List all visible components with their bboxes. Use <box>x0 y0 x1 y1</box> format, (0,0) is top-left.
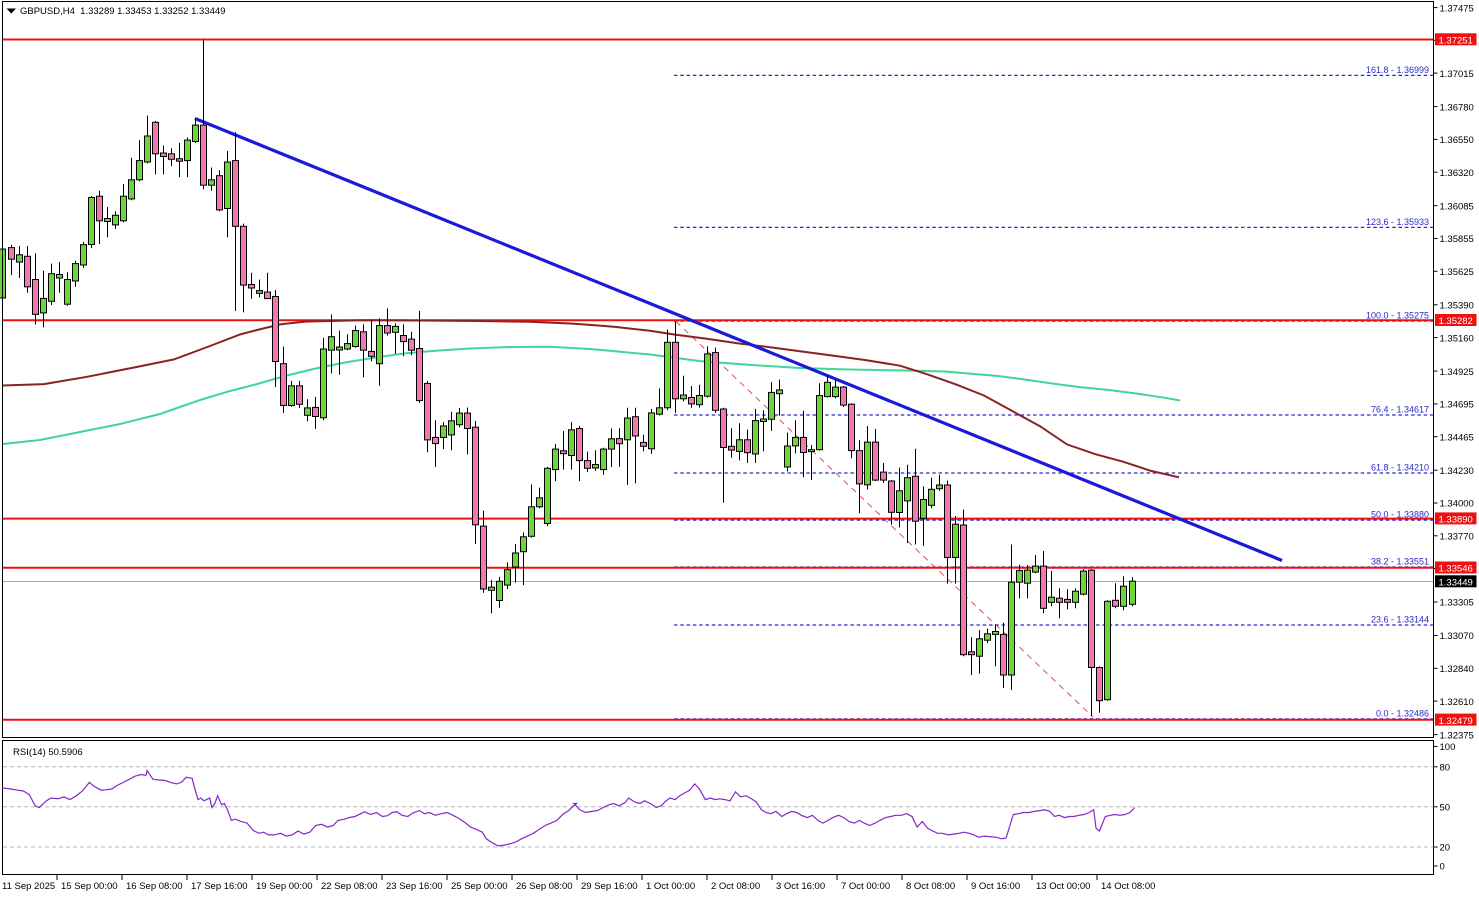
svg-text:13 Oct 00:00: 13 Oct 00:00 <box>1036 881 1090 892</box>
svg-text:8 Oct 08:00: 8 Oct 08:00 <box>906 881 955 892</box>
svg-text:76.4 - 1.34617: 76.4 - 1.34617 <box>1371 405 1429 415</box>
svg-text:GBPUSD,H4 1.33289 1.33453 1.3: GBPUSD,H4 1.33289 1.33453 1.33252 1.3344… <box>20 6 225 17</box>
svg-text:50: 50 <box>1440 803 1451 814</box>
svg-text:16 Sep 08:00: 16 Sep 08:00 <box>126 881 183 892</box>
svg-text:1.35625: 1.35625 <box>1440 267 1474 278</box>
svg-text:1.34695: 1.34695 <box>1440 400 1474 411</box>
svg-text:1.35855: 1.35855 <box>1440 234 1474 245</box>
svg-text:61.8 - 1.34210: 61.8 - 1.34210 <box>1371 463 1429 473</box>
svg-text:7 Oct 00:00: 7 Oct 00:00 <box>841 881 890 892</box>
svg-text:1.37251: 1.37251 <box>1439 36 1473 47</box>
svg-text:1.36550: 1.36550 <box>1440 135 1474 146</box>
svg-text:1.35282: 1.35282 <box>1439 316 1473 327</box>
svg-text:14 Oct 08:00: 14 Oct 08:00 <box>1101 881 1155 892</box>
svg-text:0: 0 <box>1440 862 1445 873</box>
svg-text:1.36085: 1.36085 <box>1440 201 1474 212</box>
svg-text:20: 20 <box>1440 843 1451 854</box>
svg-text:1.34230: 1.34230 <box>1440 466 1474 477</box>
svg-text:2 Oct 08:00: 2 Oct 08:00 <box>711 881 760 892</box>
svg-text:23 Sep 16:00: 23 Sep 16:00 <box>386 881 443 892</box>
svg-text:1.32479: 1.32479 <box>1439 716 1473 727</box>
svg-text:1.36320: 1.36320 <box>1440 168 1474 179</box>
svg-text:1.33770: 1.33770 <box>1440 532 1474 543</box>
svg-text:3 Oct 16:00: 3 Oct 16:00 <box>776 881 825 892</box>
svg-text:1.35160: 1.35160 <box>1440 333 1474 344</box>
svg-text:RSI(14) 50.5906: RSI(14) 50.5906 <box>13 747 83 758</box>
svg-text:1.34465: 1.34465 <box>1440 432 1474 443</box>
svg-text:1.32840: 1.32840 <box>1440 664 1474 675</box>
svg-text:26 Sep 08:00: 26 Sep 08:00 <box>516 881 573 892</box>
svg-text:1.33305: 1.33305 <box>1440 598 1474 609</box>
svg-text:19 Sep 00:00: 19 Sep 00:00 <box>256 881 313 892</box>
svg-text:1.33070: 1.33070 <box>1440 631 1474 642</box>
svg-text:1.35390: 1.35390 <box>1440 301 1474 312</box>
svg-text:11 Sep 2025: 11 Sep 2025 <box>2 881 55 892</box>
svg-text:100.0 - 1.35275: 100.0 - 1.35275 <box>1366 311 1429 321</box>
svg-text:1.33546: 1.33546 <box>1439 564 1473 575</box>
svg-text:1.34000: 1.34000 <box>1440 499 1474 510</box>
svg-text:100: 100 <box>1440 742 1456 753</box>
svg-text:1.32610: 1.32610 <box>1440 697 1474 708</box>
svg-text:1.32375: 1.32375 <box>1440 730 1474 741</box>
svg-text:1.37475: 1.37475 <box>1440 3 1474 14</box>
svg-text:1.33449: 1.33449 <box>1439 578 1473 589</box>
svg-text:25 Sep 00:00: 25 Sep 00:00 <box>451 881 508 892</box>
svg-text:50.0 - 1.33880: 50.0 - 1.33880 <box>1371 510 1429 520</box>
svg-text:29 Sep 16:00: 29 Sep 16:00 <box>581 881 638 892</box>
svg-text:1.34925: 1.34925 <box>1440 367 1474 378</box>
svg-text:1.33890: 1.33890 <box>1439 515 1473 526</box>
svg-text:0.0 - 1.32486: 0.0 - 1.32486 <box>1376 708 1429 718</box>
svg-text:22 Sep 08:00: 22 Sep 08:00 <box>321 881 378 892</box>
svg-text:161.8 - 1.36999: 161.8 - 1.36999 <box>1366 65 1429 75</box>
svg-text:1.37015: 1.37015 <box>1440 69 1474 80</box>
svg-text:17 Sep 16:00: 17 Sep 16:00 <box>191 881 248 892</box>
svg-text:23.6 - 1.33144: 23.6 - 1.33144 <box>1371 615 1429 625</box>
svg-text:1.36780: 1.36780 <box>1440 102 1474 113</box>
svg-text:9 Oct 16:00: 9 Oct 16:00 <box>971 881 1020 892</box>
svg-text:123.6 - 1.35933: 123.6 - 1.35933 <box>1366 217 1429 227</box>
svg-text:1 Oct 00:00: 1 Oct 00:00 <box>646 881 695 892</box>
svg-text:15 Sep 00:00: 15 Sep 00:00 <box>61 881 118 892</box>
svg-text:80: 80 <box>1440 763 1451 774</box>
svg-text:38.2 - 1.33551: 38.2 - 1.33551 <box>1371 557 1429 567</box>
